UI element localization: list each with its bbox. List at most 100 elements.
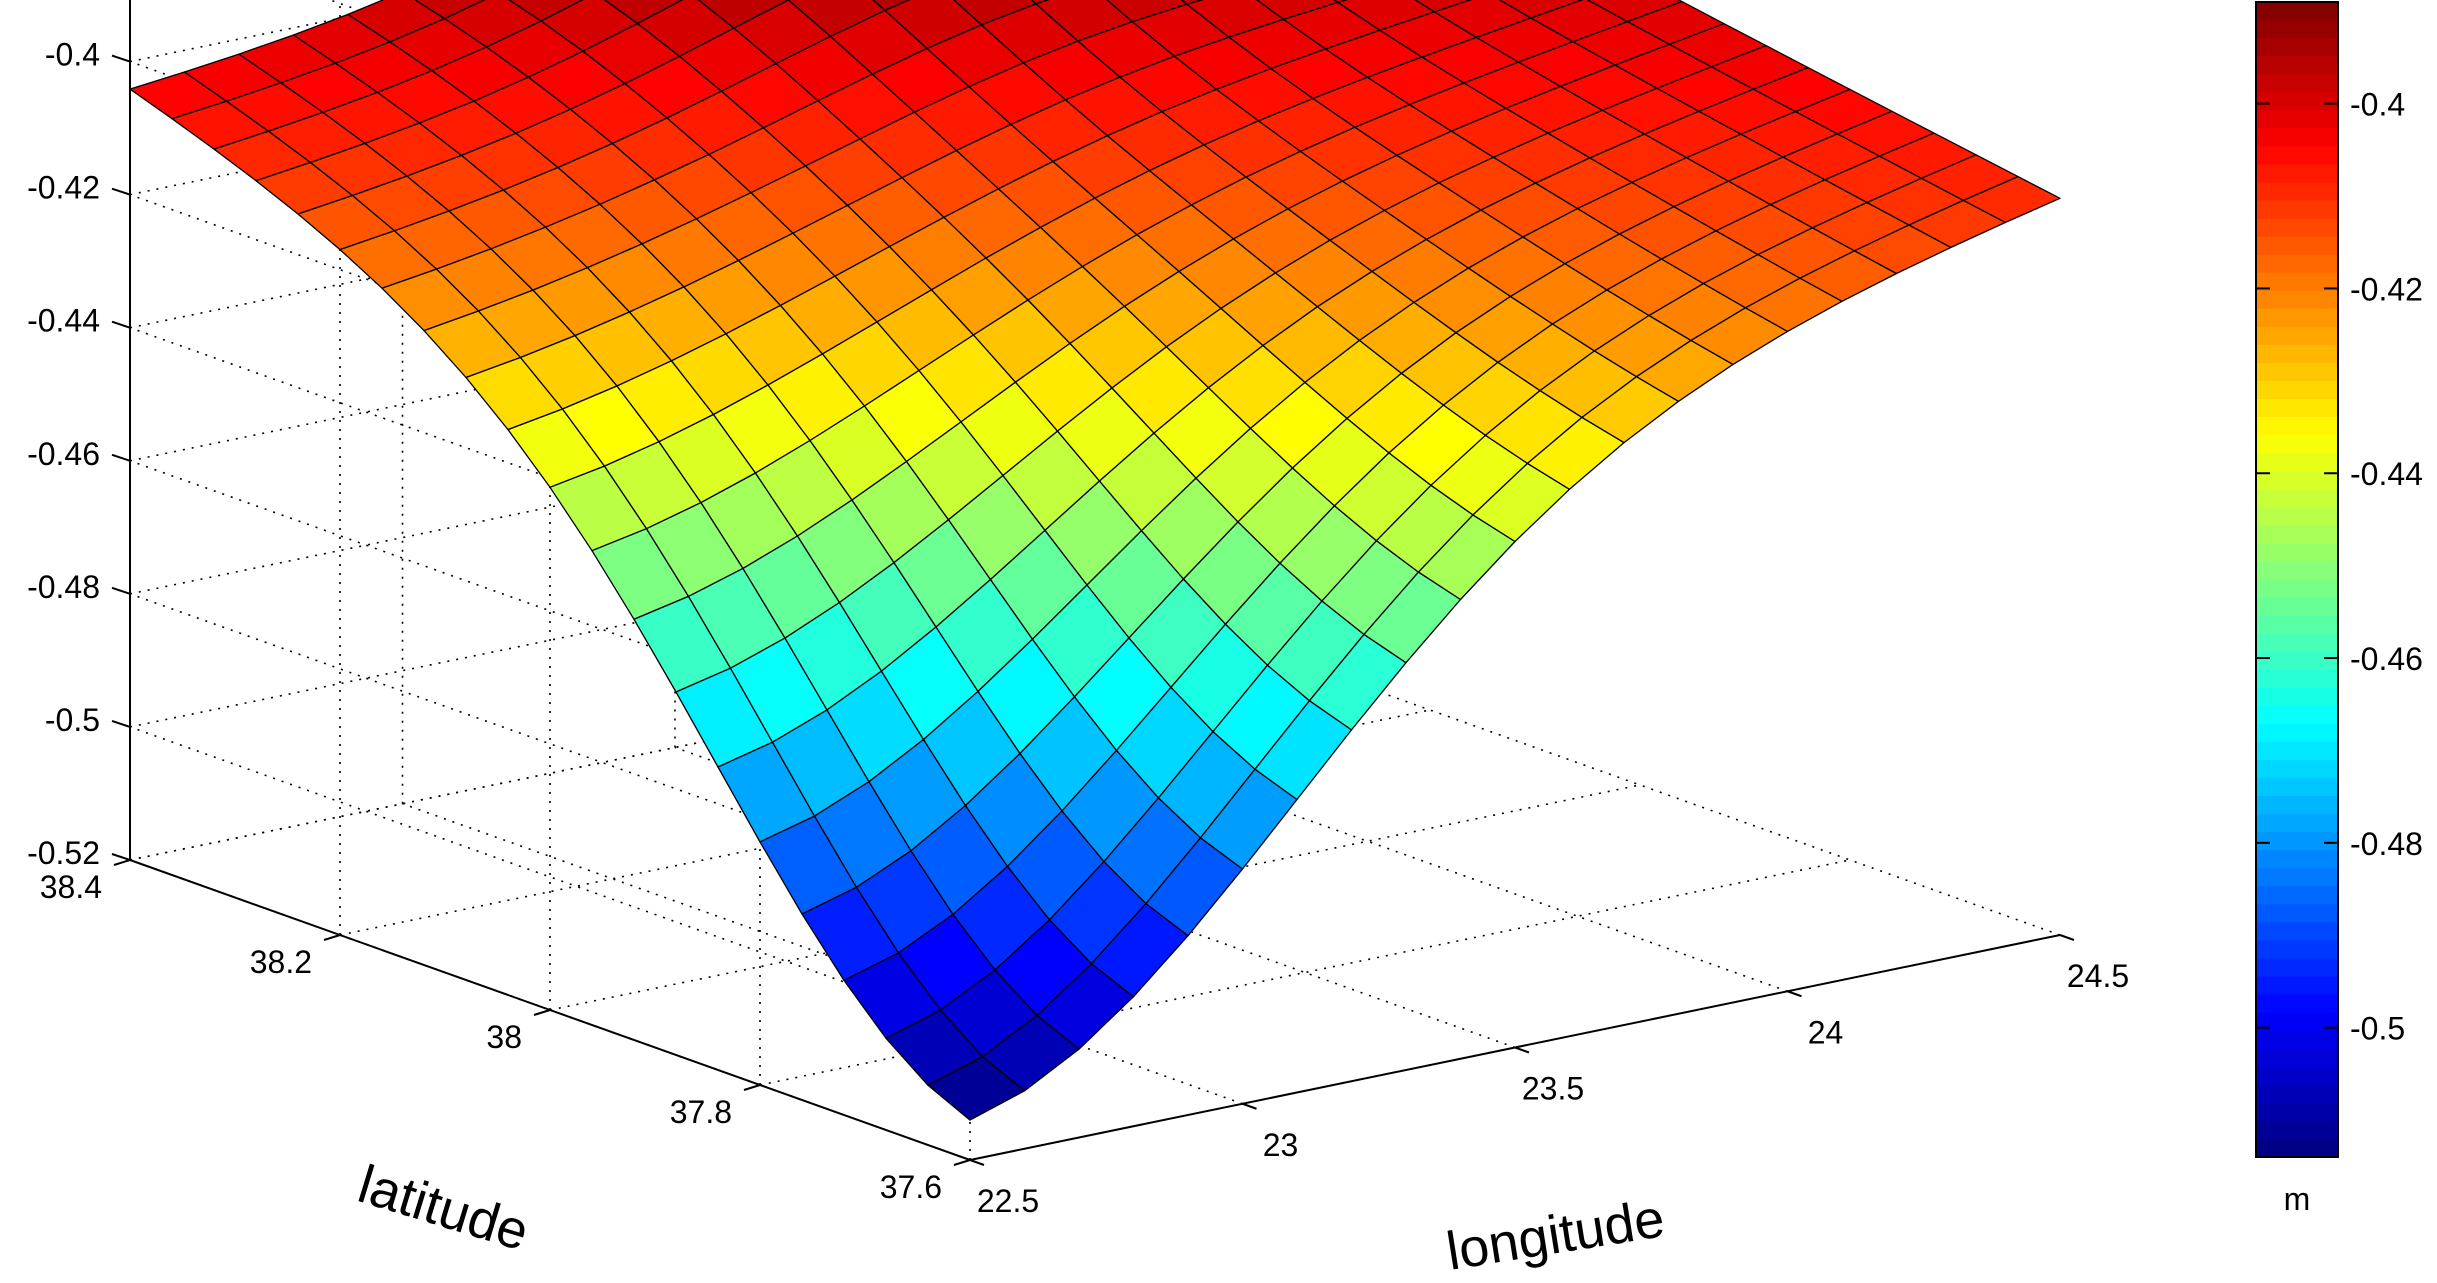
colorbar-band xyxy=(2256,850,2338,869)
colorbar-band xyxy=(2256,200,2338,220)
colorbar-band xyxy=(2256,814,2338,833)
colorbar-band xyxy=(2256,868,2338,887)
x-tick-label: 22.5 xyxy=(977,1183,1039,1219)
colorbar-band xyxy=(2256,759,2338,779)
colorbar-band xyxy=(2256,110,2338,129)
z-tick-mark xyxy=(111,586,131,595)
colorbar-tick-label: -0.48 xyxy=(2350,826,2423,862)
colorbar-band xyxy=(2256,723,2338,743)
colorbar-band xyxy=(2256,922,2338,942)
colorbar-band xyxy=(2256,417,2338,436)
z-tick-mark xyxy=(111,719,131,728)
colorbar-band xyxy=(2256,615,2338,635)
colorbar-band xyxy=(2256,940,2338,960)
z-tick-label: -0.42 xyxy=(27,170,100,206)
y-tick-mark xyxy=(533,1009,551,1016)
colorbar-band xyxy=(2256,597,2338,617)
colorbar-band xyxy=(2256,976,2338,996)
surface-mesh xyxy=(129,0,2061,1121)
surface-patch xyxy=(872,0,911,12)
colorbar-band xyxy=(2256,182,2338,202)
colorbar-band xyxy=(2256,687,2338,707)
colorbar-band xyxy=(2256,796,2338,815)
colorbar-band xyxy=(2256,904,2338,923)
colorbar-band xyxy=(2256,128,2338,147)
z-tick-mark xyxy=(111,320,131,329)
colorbar-band xyxy=(2256,236,2338,256)
colorbar-band xyxy=(2256,218,2338,238)
z-tick-label: -0.4 xyxy=(45,37,100,73)
y-tick-label: 38.2 xyxy=(250,944,312,980)
z-tick-label: -0.48 xyxy=(27,569,100,605)
x-tick-mark xyxy=(1514,1046,1530,1054)
colorbar-band xyxy=(2256,1012,2338,1032)
colorbar-band xyxy=(2256,326,2338,346)
y-axis-label: latitude xyxy=(351,1154,535,1262)
y-tick-label: 38 xyxy=(486,1019,522,1055)
colorbar-band xyxy=(2256,741,2338,761)
colorbar-band xyxy=(2256,399,2338,418)
x-tick-mark xyxy=(2059,934,2075,941)
colorbar-band xyxy=(2256,435,2338,454)
colorbar-band xyxy=(2256,1102,2338,1122)
colorbar-tick-label: -0.4 xyxy=(2350,87,2405,123)
colorbar-tick-label: -0.46 xyxy=(2350,641,2423,677)
colorbar-band xyxy=(2256,380,2338,400)
colorbar-band xyxy=(2256,669,2338,689)
colorbar-band xyxy=(2256,344,2338,364)
tick-labels: 22.5 23 23.5 24 24.5 37.6 37.8 38 38.2 38.4-0.52 -… xyxy=(27,37,2129,1219)
z-tick-label: -0.5 xyxy=(45,702,100,738)
x-tick-label: 23.5 xyxy=(1522,1071,1584,1107)
colorbar-band xyxy=(2256,886,2338,905)
colorbar-band xyxy=(2256,579,2338,599)
colorbar: -0.4 -0.42 -0.44 -0.46 -0.48 -0.5 xyxy=(2255,1,2423,1158)
colorbar-band xyxy=(2256,1066,2338,1086)
colorbar-band xyxy=(2256,994,2338,1014)
colorbar-band xyxy=(2256,507,2338,526)
colorbar-band xyxy=(2256,254,2338,274)
colorbar-band xyxy=(2256,543,2338,563)
colorbar-band xyxy=(2256,20,2338,39)
colorbar-band xyxy=(2256,633,2338,653)
y-tick-mark xyxy=(113,859,131,866)
y-tick-label: 37.6 xyxy=(880,1169,942,1205)
y-tick-label: 38.4 xyxy=(40,869,102,905)
colorbar-tick-label: -0.42 xyxy=(2350,271,2423,307)
colorbar-band xyxy=(2256,38,2338,57)
z-tick-label: -0.46 xyxy=(27,436,100,472)
x-tick-label: 24 xyxy=(1808,1014,1844,1050)
colorbar-tick-label: -0.44 xyxy=(2350,456,2423,492)
z-tick-mark xyxy=(111,853,131,861)
x-axis-label: longitude xyxy=(1442,1188,1668,1282)
colorbar-band xyxy=(2256,471,2338,490)
z-tick-mark xyxy=(111,187,131,196)
colorbar-band xyxy=(2256,146,2338,166)
z-tick-mark xyxy=(111,453,131,462)
colorbar-band xyxy=(2256,164,2338,184)
colorbar-band xyxy=(2256,1030,2338,1050)
colorbar-band xyxy=(2256,525,2338,545)
colorbar-band xyxy=(2256,705,2338,725)
y-tick-label: 37.8 xyxy=(670,1094,732,1130)
x-tick-mark xyxy=(969,1159,985,1166)
colorbar-band xyxy=(2256,778,2338,797)
x-tick-label: 24.5 xyxy=(2067,958,2129,994)
z-tick-label: -0.52 xyxy=(27,835,100,871)
colorbar-band xyxy=(2256,2,2338,21)
y-tick-mark xyxy=(323,934,341,941)
y-tick-mark xyxy=(743,1084,761,1091)
colorbar-unit-label: m xyxy=(2284,1181,2311,1217)
colorbar-band xyxy=(2256,1120,2338,1140)
colorbar-tick-label: -0.5 xyxy=(2350,1011,2405,1047)
colorbar-band xyxy=(2256,453,2338,472)
colorbar-band xyxy=(2256,1048,2338,1068)
grid-line-y-floor xyxy=(549,784,1641,1011)
colorbar-band xyxy=(2256,561,2338,581)
colorbar-band xyxy=(2256,362,2338,382)
colorbar-band xyxy=(2256,308,2338,328)
colorbar-band xyxy=(2256,290,2338,310)
surface-patch xyxy=(1962,175,2061,224)
colorbar-band xyxy=(2256,1084,2338,1104)
colorbar-band xyxy=(2256,489,2338,508)
